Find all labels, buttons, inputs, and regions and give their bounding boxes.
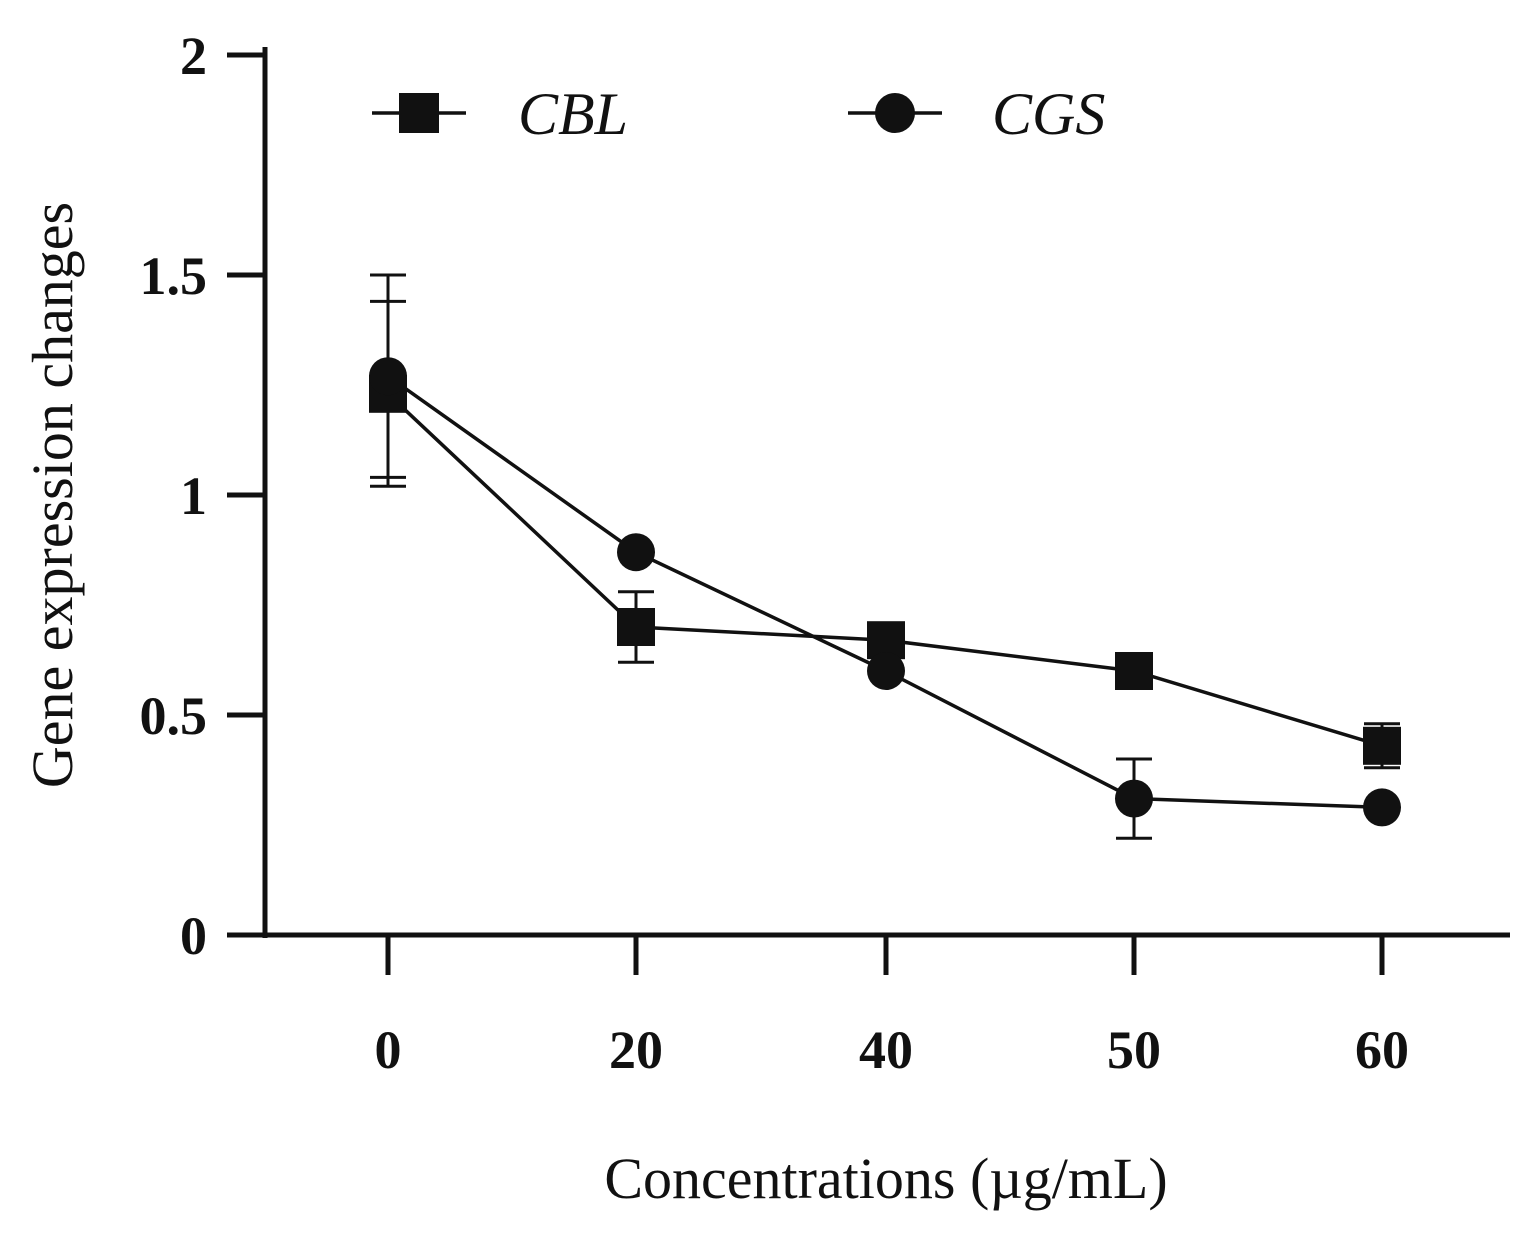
data-point-square: [1115, 652, 1153, 690]
series-cgs: [369, 273, 1401, 840]
data-point-circle: [1115, 779, 1153, 818]
x-axis-title: Concentrations (µg/mL): [604, 1146, 1167, 1211]
y-axis-title: Gene expression changes: [20, 202, 85, 788]
y-tick-label: 0.5: [140, 686, 208, 746]
legend-marker-circle: [875, 93, 915, 133]
data-point-square: [1363, 726, 1401, 765]
y-tick-label: 1.5: [140, 246, 208, 306]
x-ticks: 0 20 40 50 60: [375, 935, 1409, 1080]
series-layer: [369, 273, 1401, 840]
legend-item-cbl: CBL: [372, 81, 628, 147]
y-tick-label: 2: [180, 26, 207, 86]
y-ticks: 0 0.5 1 1.5 2: [140, 26, 265, 966]
x-tick-label: 40: [859, 1020, 913, 1080]
data-point-circle: [1363, 788, 1401, 827]
series-line-cbl: [386, 392, 1383, 748]
legend-marker-square: [399, 93, 439, 133]
legend-label: CGS: [992, 81, 1105, 147]
series-cbl: [369, 299, 1401, 770]
x-tick-label: 0: [375, 1020, 402, 1080]
legend-item-cgs: CGS: [848, 81, 1105, 147]
legend: CBL CGS: [372, 81, 1105, 147]
x-tick-label: 20: [609, 1020, 663, 1080]
y-tick-label: 1: [180, 466, 207, 526]
data-point-square: [617, 608, 655, 646]
data-point-circle: [369, 357, 407, 396]
x-tick-label: 60: [1355, 1020, 1409, 1080]
legend-label: CBL: [518, 81, 628, 147]
data-point-circle: [617, 533, 655, 572]
data-point-circle: [867, 652, 905, 690]
series-line-cgs: [386, 374, 1383, 810]
y-tick-label: 0: [180, 906, 207, 966]
x-tick-label: 50: [1107, 1020, 1161, 1080]
